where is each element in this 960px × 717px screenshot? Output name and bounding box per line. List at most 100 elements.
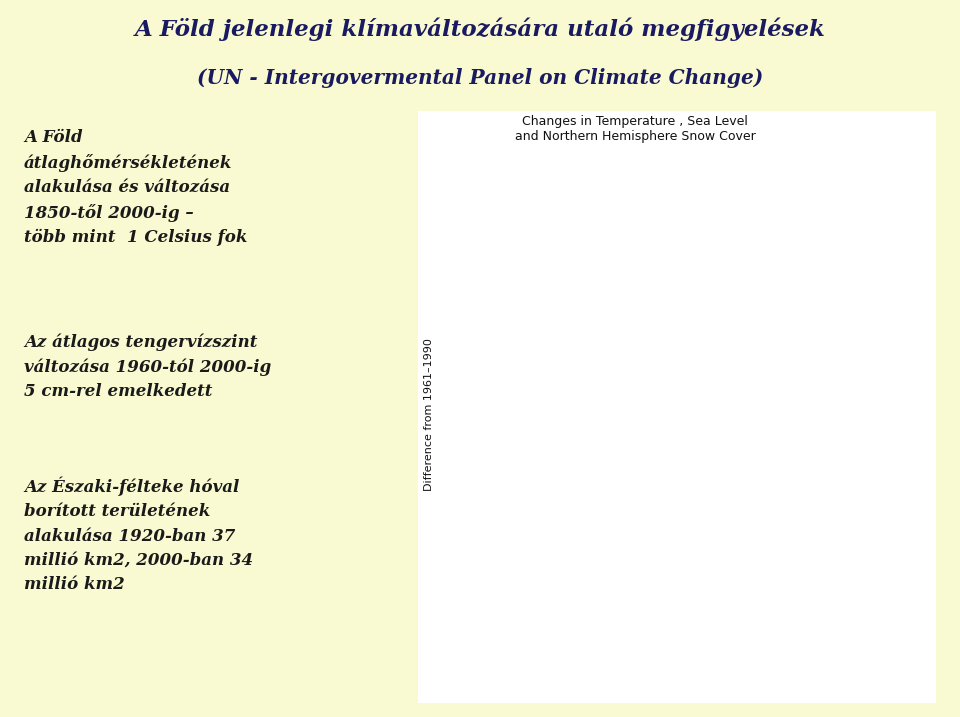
Point bbox=[763, 608, 779, 619]
Point bbox=[801, 365, 816, 376]
Point bbox=[781, 589, 797, 601]
Point bbox=[829, 348, 845, 360]
Point bbox=[849, 618, 864, 630]
Point bbox=[645, 241, 660, 252]
Point bbox=[789, 207, 804, 219]
Text: (a) Global mean temperature: (a) Global mean temperature bbox=[495, 170, 669, 183]
Point bbox=[698, 396, 713, 407]
Point bbox=[597, 437, 612, 448]
Point bbox=[765, 610, 780, 622]
Point bbox=[813, 167, 828, 179]
Point bbox=[746, 575, 761, 587]
Point bbox=[520, 298, 536, 310]
Point bbox=[540, 265, 555, 277]
Text: A Föld jelenlegi klímaváltozására utaló megfigyelések: A Föld jelenlegi klímaváltozására utaló … bbox=[134, 18, 826, 42]
Point bbox=[743, 574, 758, 585]
Point bbox=[804, 602, 819, 614]
Point bbox=[844, 348, 859, 360]
Point bbox=[684, 229, 699, 241]
Point bbox=[839, 356, 854, 367]
Point bbox=[652, 413, 667, 424]
Point bbox=[636, 421, 651, 432]
Point bbox=[643, 418, 659, 429]
Point bbox=[688, 214, 704, 226]
Point bbox=[693, 401, 708, 412]
Point bbox=[575, 436, 590, 447]
Point bbox=[805, 367, 821, 379]
Point bbox=[719, 392, 734, 404]
Point bbox=[815, 355, 830, 366]
Point bbox=[612, 239, 627, 251]
Point bbox=[564, 247, 579, 259]
Point bbox=[516, 303, 531, 314]
Point bbox=[691, 406, 707, 417]
Point bbox=[660, 552, 675, 564]
Point bbox=[568, 444, 584, 455]
Point bbox=[708, 559, 723, 571]
Point bbox=[722, 592, 737, 603]
Point bbox=[729, 599, 744, 611]
Point bbox=[852, 600, 867, 612]
Point bbox=[691, 571, 707, 583]
Point bbox=[820, 574, 835, 585]
Point bbox=[595, 435, 611, 446]
Point bbox=[645, 423, 660, 435]
Point bbox=[530, 257, 545, 268]
Point bbox=[772, 581, 787, 593]
Point bbox=[636, 245, 651, 257]
Point bbox=[685, 583, 701, 594]
Point bbox=[820, 354, 835, 366]
Point bbox=[739, 556, 755, 567]
Point bbox=[777, 366, 792, 378]
Text: Difference from 1961–1990: Difference from 1961–1990 bbox=[424, 338, 434, 490]
Point bbox=[684, 578, 699, 589]
Point bbox=[537, 448, 552, 460]
Point bbox=[588, 261, 603, 272]
Point bbox=[837, 600, 852, 612]
Point bbox=[578, 437, 593, 448]
Point bbox=[828, 173, 843, 184]
Point bbox=[626, 268, 641, 280]
Point bbox=[657, 559, 672, 570]
Point bbox=[832, 180, 848, 191]
Point bbox=[849, 348, 864, 360]
Point bbox=[540, 451, 555, 462]
Point bbox=[712, 394, 728, 405]
Point bbox=[804, 361, 819, 372]
Point bbox=[633, 425, 648, 437]
Point bbox=[712, 199, 728, 211]
Y-axis label: (mm): (mm) bbox=[450, 400, 461, 428]
Point bbox=[732, 214, 747, 226]
Point bbox=[616, 424, 632, 435]
Point bbox=[695, 395, 710, 407]
Point bbox=[751, 374, 766, 386]
Point bbox=[626, 423, 641, 435]
Point bbox=[770, 196, 785, 208]
Point bbox=[708, 395, 723, 407]
Point bbox=[589, 437, 605, 449]
Point bbox=[556, 445, 571, 456]
Point bbox=[703, 548, 718, 559]
Point bbox=[853, 594, 869, 606]
Point bbox=[631, 422, 646, 433]
Point bbox=[852, 346, 867, 357]
Point bbox=[842, 171, 857, 182]
Point bbox=[583, 435, 598, 447]
Point bbox=[709, 578, 726, 589]
Point bbox=[698, 204, 713, 216]
Point bbox=[765, 191, 780, 202]
Point bbox=[714, 593, 731, 604]
Point bbox=[709, 393, 726, 404]
Point bbox=[570, 441, 586, 452]
Point bbox=[784, 224, 800, 235]
Point bbox=[667, 559, 683, 571]
Point bbox=[828, 576, 843, 588]
Point bbox=[794, 219, 809, 230]
Point bbox=[853, 344, 869, 356]
Point bbox=[727, 393, 742, 404]
Point bbox=[741, 207, 756, 219]
Point bbox=[784, 374, 800, 385]
Point bbox=[722, 399, 737, 410]
Text: Az átlagos tengervízszint
változása 1960-tól 2000-ig
5 cm-rel emelkedett: Az átlagos tengervízszint változása 1960… bbox=[24, 333, 272, 400]
Point bbox=[541, 446, 557, 457]
